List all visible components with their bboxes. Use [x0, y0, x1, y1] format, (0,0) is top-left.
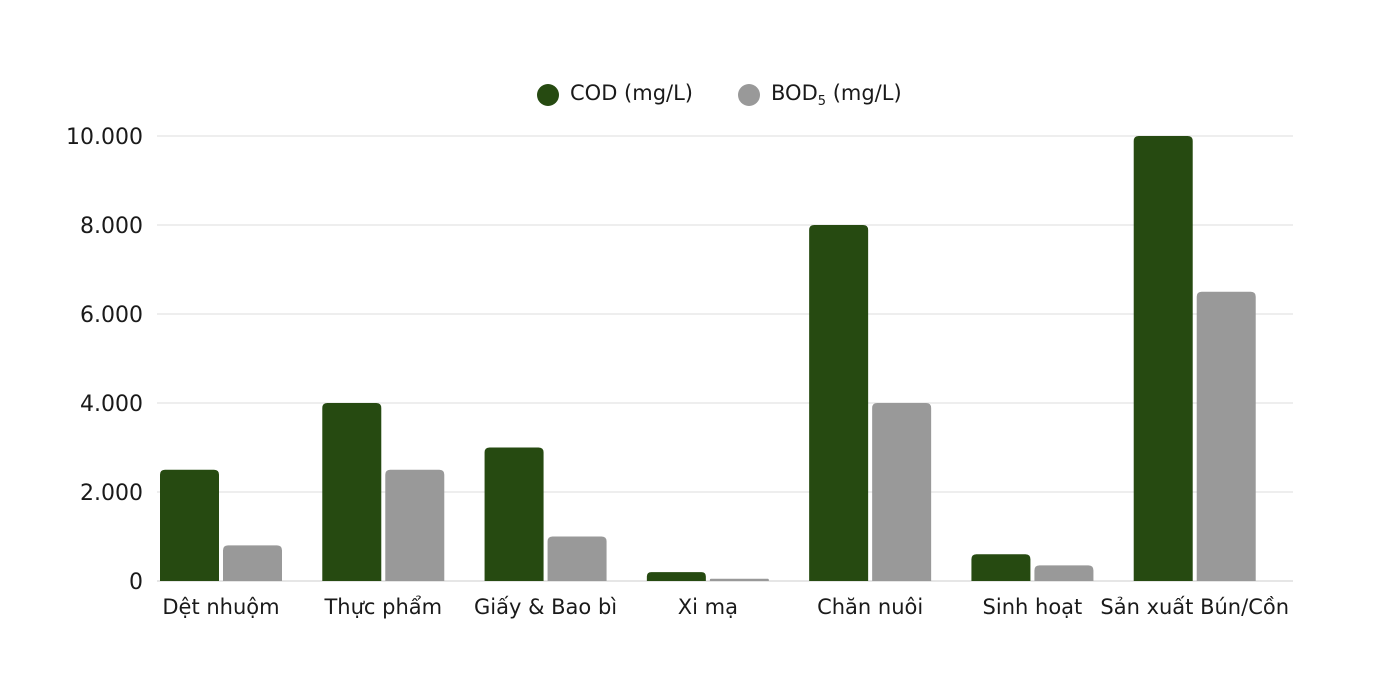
bar-bod-5 [1034, 565, 1094, 581]
bar-cod-4 [809, 225, 869, 581]
bar-cod-3 [646, 572, 706, 581]
bar-cod-5 [971, 554, 1031, 581]
y-axis-ticks: 0 2.000 4.000 6.000 8.000 10.000 [66, 125, 143, 595]
y-tick-label: 2.000 [80, 481, 143, 506]
bar-cod-1 [322, 403, 382, 581]
bar-cod-6 [1133, 136, 1193, 581]
bar-bod-1 [385, 469, 445, 581]
y-tick-label: 4.000 [80, 392, 143, 417]
x-tick-label: Sản xuất Bún/Cồn [1100, 595, 1289, 619]
x-tick-label: Dệt nhuộm [162, 595, 279, 619]
legend-swatch-bod [738, 84, 760, 106]
bar-bod-6 [1196, 291, 1256, 581]
legend-label-bod: BOD5 (mg/L) [771, 81, 902, 109]
bar-bod-2 [547, 536, 607, 581]
legend-label-cod: COD (mg/L) [570, 81, 693, 105]
y-tick-label: 10.000 [66, 125, 143, 150]
y-tick-label: 0 [129, 570, 143, 595]
x-tick-label: Xi mạ [678, 595, 738, 619]
y-tick-label: 6.000 [80, 303, 143, 328]
bar-bod-0 [223, 545, 282, 581]
x-tick-label: Giấy & Bao bì [474, 595, 617, 619]
legend: COD (mg/L) BOD5 (mg/L) [537, 81, 902, 109]
legend-swatch-cod [537, 84, 559, 106]
bars [160, 136, 1256, 581]
bar-cod-0 [160, 469, 219, 581]
x-tick-label: Chăn nuôi [817, 595, 923, 619]
bar-bod-4 [872, 403, 932, 581]
y-tick-label: 8.000 [80, 214, 143, 239]
bar-cod-2 [484, 447, 544, 581]
x-tick-label: Sinh hoạt [983, 595, 1083, 619]
x-axis-ticks: Dệt nhuộm Thực phẩm Giấy & Bao bì Xi mạ Chăn… [162, 595, 1289, 619]
x-tick-label: Thực phẩm [323, 595, 442, 619]
bar-bod-3 [709, 578, 769, 581]
